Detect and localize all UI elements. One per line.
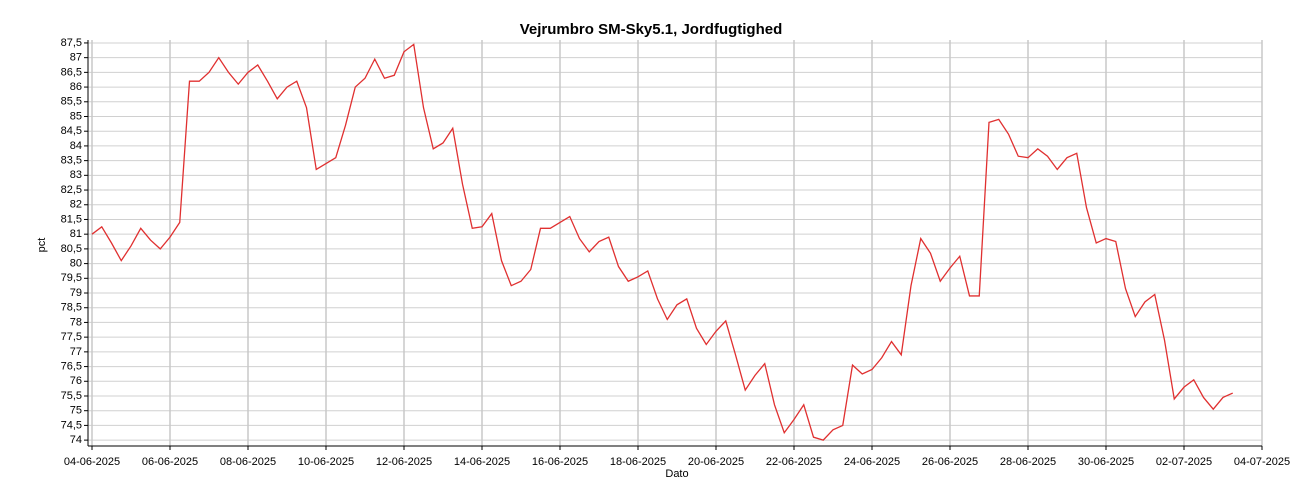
y-tick-label: 74 [70,434,82,446]
y-tick-label: 75,5 [61,390,82,402]
y-tick-label: 82 [70,199,82,211]
x-tick-label: 12-06-2025 [376,456,432,468]
y-tick-label: 87 [70,52,82,64]
x-tick-label: 24-06-2025 [844,456,900,468]
x-axis-label: Dato [665,468,688,480]
y-tick-label: 85,5 [61,96,82,108]
y-tick-label: 77 [70,346,82,358]
x-tick-label: 06-06-2025 [142,456,198,468]
x-tick-label: 26-06-2025 [922,456,978,468]
y-tick-label: 83 [70,169,82,181]
y-tick-label: 84 [70,140,82,152]
x-tick-label: 10-06-2025 [298,456,354,468]
y-tick-label: 76 [70,375,82,387]
x-tick-label: 22-06-2025 [766,456,822,468]
y-tick-label: 77,5 [61,331,82,343]
y-tick-label: 75 [70,405,82,417]
y-tick-label: 81 [70,228,82,240]
x-tick-label: 18-06-2025 [610,456,666,468]
x-tick-label: 02-07-2025 [1156,456,1212,468]
x-tick-label: 28-06-2025 [1000,456,1056,468]
x-tick-label: 14-06-2025 [454,456,510,468]
y-tick-label: 81,5 [61,213,82,225]
y-tick-label: 84,5 [61,125,82,137]
y-tick-label: 78 [70,316,82,328]
x-tick-label: 04-07-2025 [1234,456,1290,468]
plot-area [88,40,1262,446]
y-tick-label: 76,5 [61,360,82,372]
y-tick-label: 79 [70,287,82,299]
x-tick-label: 20-06-2025 [688,456,744,468]
y-tick-label: 83,5 [61,155,82,167]
y-tick-label: 79,5 [61,272,82,284]
y-tick-label: 80,5 [61,243,82,255]
y-tick-label: 74,5 [61,419,82,431]
chart-title: Vejrumbro SM-Sky5.1, Jordfugtighed [520,21,783,38]
y-tick-label: 80 [70,258,82,270]
x-tick-label: 30-06-2025 [1078,456,1134,468]
y-tick-label: 86 [70,81,82,93]
y-tick-label: 78,5 [61,302,82,314]
x-tick-label: 08-06-2025 [220,456,276,468]
data-line [91,43,1234,441]
x-tick-label: 04-06-2025 [64,456,120,468]
y-tick-label: 85 [70,110,82,122]
y-axis-label: pct [36,238,48,253]
y-tick-label: 86,5 [61,66,82,78]
y-tick-label: 82,5 [61,184,82,196]
x-tick-label: 16-06-2025 [532,456,588,468]
y-tick-label: 87,5 [61,37,82,49]
